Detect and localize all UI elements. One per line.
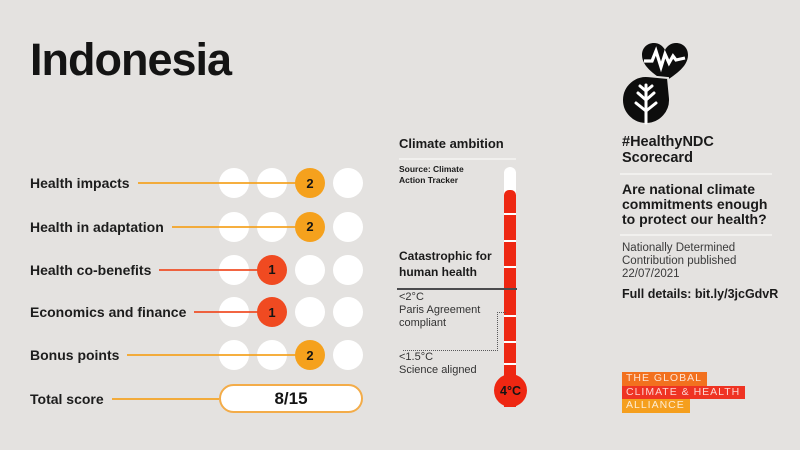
one-five-degree-dotted-line bbox=[403, 350, 498, 351]
two-degree-level-line bbox=[397, 288, 517, 290]
score-dot bbox=[295, 297, 325, 327]
score-row: Health co-benefits 1 bbox=[30, 254, 363, 285]
score-row: Bonus points 2 bbox=[30, 340, 363, 370]
thermometer-tick bbox=[504, 315, 516, 317]
score-dot bbox=[333, 211, 363, 242]
score-dot bbox=[333, 297, 363, 327]
total-score-row: Total score 8/15 bbox=[30, 384, 363, 413]
country-title: Indonesia bbox=[30, 34, 232, 85]
score-dot: 2 bbox=[295, 168, 325, 198]
ndc-publication-info: Nationally Determined Contribution publi… bbox=[622, 242, 737, 281]
total-score-label: Total score bbox=[30, 390, 104, 407]
score-row-label: Health co-benefits bbox=[30, 261, 152, 278]
score-dot bbox=[333, 168, 363, 198]
right-panel-divider bbox=[620, 234, 772, 236]
score-row-label: Economics and finance bbox=[30, 304, 187, 320]
one-five-degree-dotted-line bbox=[497, 312, 498, 351]
score-dot bbox=[295, 254, 325, 285]
score-row-connector-line bbox=[137, 182, 310, 184]
score-row-connector-line bbox=[127, 354, 310, 356]
one-five-degree-label: <1.5°C Science aligned bbox=[399, 351, 477, 377]
score-row-connector-line bbox=[171, 225, 310, 228]
scorecard-question: Are national climate commitments enough … bbox=[622, 181, 768, 228]
score-dot: 2 bbox=[295, 211, 325, 242]
one-five-degree-dotted-line bbox=[497, 312, 506, 313]
score-row-connector-line bbox=[194, 311, 272, 313]
health-heart-leaf-logo-icon bbox=[621, 43, 688, 125]
climate-ambition-divider bbox=[399, 158, 516, 160]
score-dot: 1 bbox=[257, 297, 287, 327]
score-row-label: Bonus points bbox=[30, 347, 120, 363]
alliance-logo-line: ALLIANCE bbox=[622, 399, 690, 413]
thermometer-source-note: Source: Climate Action Tracker bbox=[399, 164, 464, 186]
catastrophic-label: Catastrophic for human health bbox=[399, 249, 492, 279]
score-row-label: Health impacts bbox=[30, 175, 130, 191]
global-climate-health-alliance-logo: THE GLOBAL CLIMATE & HEALTH ALLIANCE bbox=[622, 372, 746, 413]
hashtag-scorecard-heading: #HealthyNDC Scorecard bbox=[622, 134, 714, 166]
right-panel-divider bbox=[620, 173, 772, 175]
score-dot bbox=[333, 254, 363, 285]
score-row-label: Health in adaptation bbox=[30, 218, 164, 235]
thermometer-bulb: 4°C bbox=[494, 374, 527, 407]
score-dot: 2 bbox=[295, 340, 325, 370]
alliance-logo-line: THE GLOBAL bbox=[622, 372, 707, 386]
score-dot bbox=[333, 340, 363, 370]
thermometer-tick bbox=[504, 213, 516, 215]
thermometer-tick bbox=[504, 363, 516, 365]
thermometer-tick bbox=[504, 266, 516, 268]
alliance-logo-line: CLIMATE & HEALTH bbox=[622, 385, 746, 399]
thermometer-mercury-fill bbox=[504, 190, 516, 407]
total-score-connector-line bbox=[111, 397, 219, 400]
thermometer-tube bbox=[504, 167, 516, 407]
score-row: Health in adaptation 2 bbox=[30, 211, 363, 242]
score-row: Health impacts 2 bbox=[30, 168, 363, 198]
score-dot: 1 bbox=[257, 254, 287, 285]
thermometer-tick bbox=[504, 240, 516, 242]
total-score-pill: 8/15 bbox=[219, 384, 363, 413]
full-details-link-text: Full details: bit.ly/3jcGdvR bbox=[622, 287, 779, 301]
climate-ambition-title: Climate ambition bbox=[399, 136, 504, 151]
two-degree-label: <2°C Paris Agreement compliant bbox=[399, 291, 481, 330]
thermometer-tick bbox=[504, 341, 516, 343]
score-row: Economics and finance 1 bbox=[30, 297, 363, 327]
score-row-connector-line bbox=[159, 268, 272, 271]
